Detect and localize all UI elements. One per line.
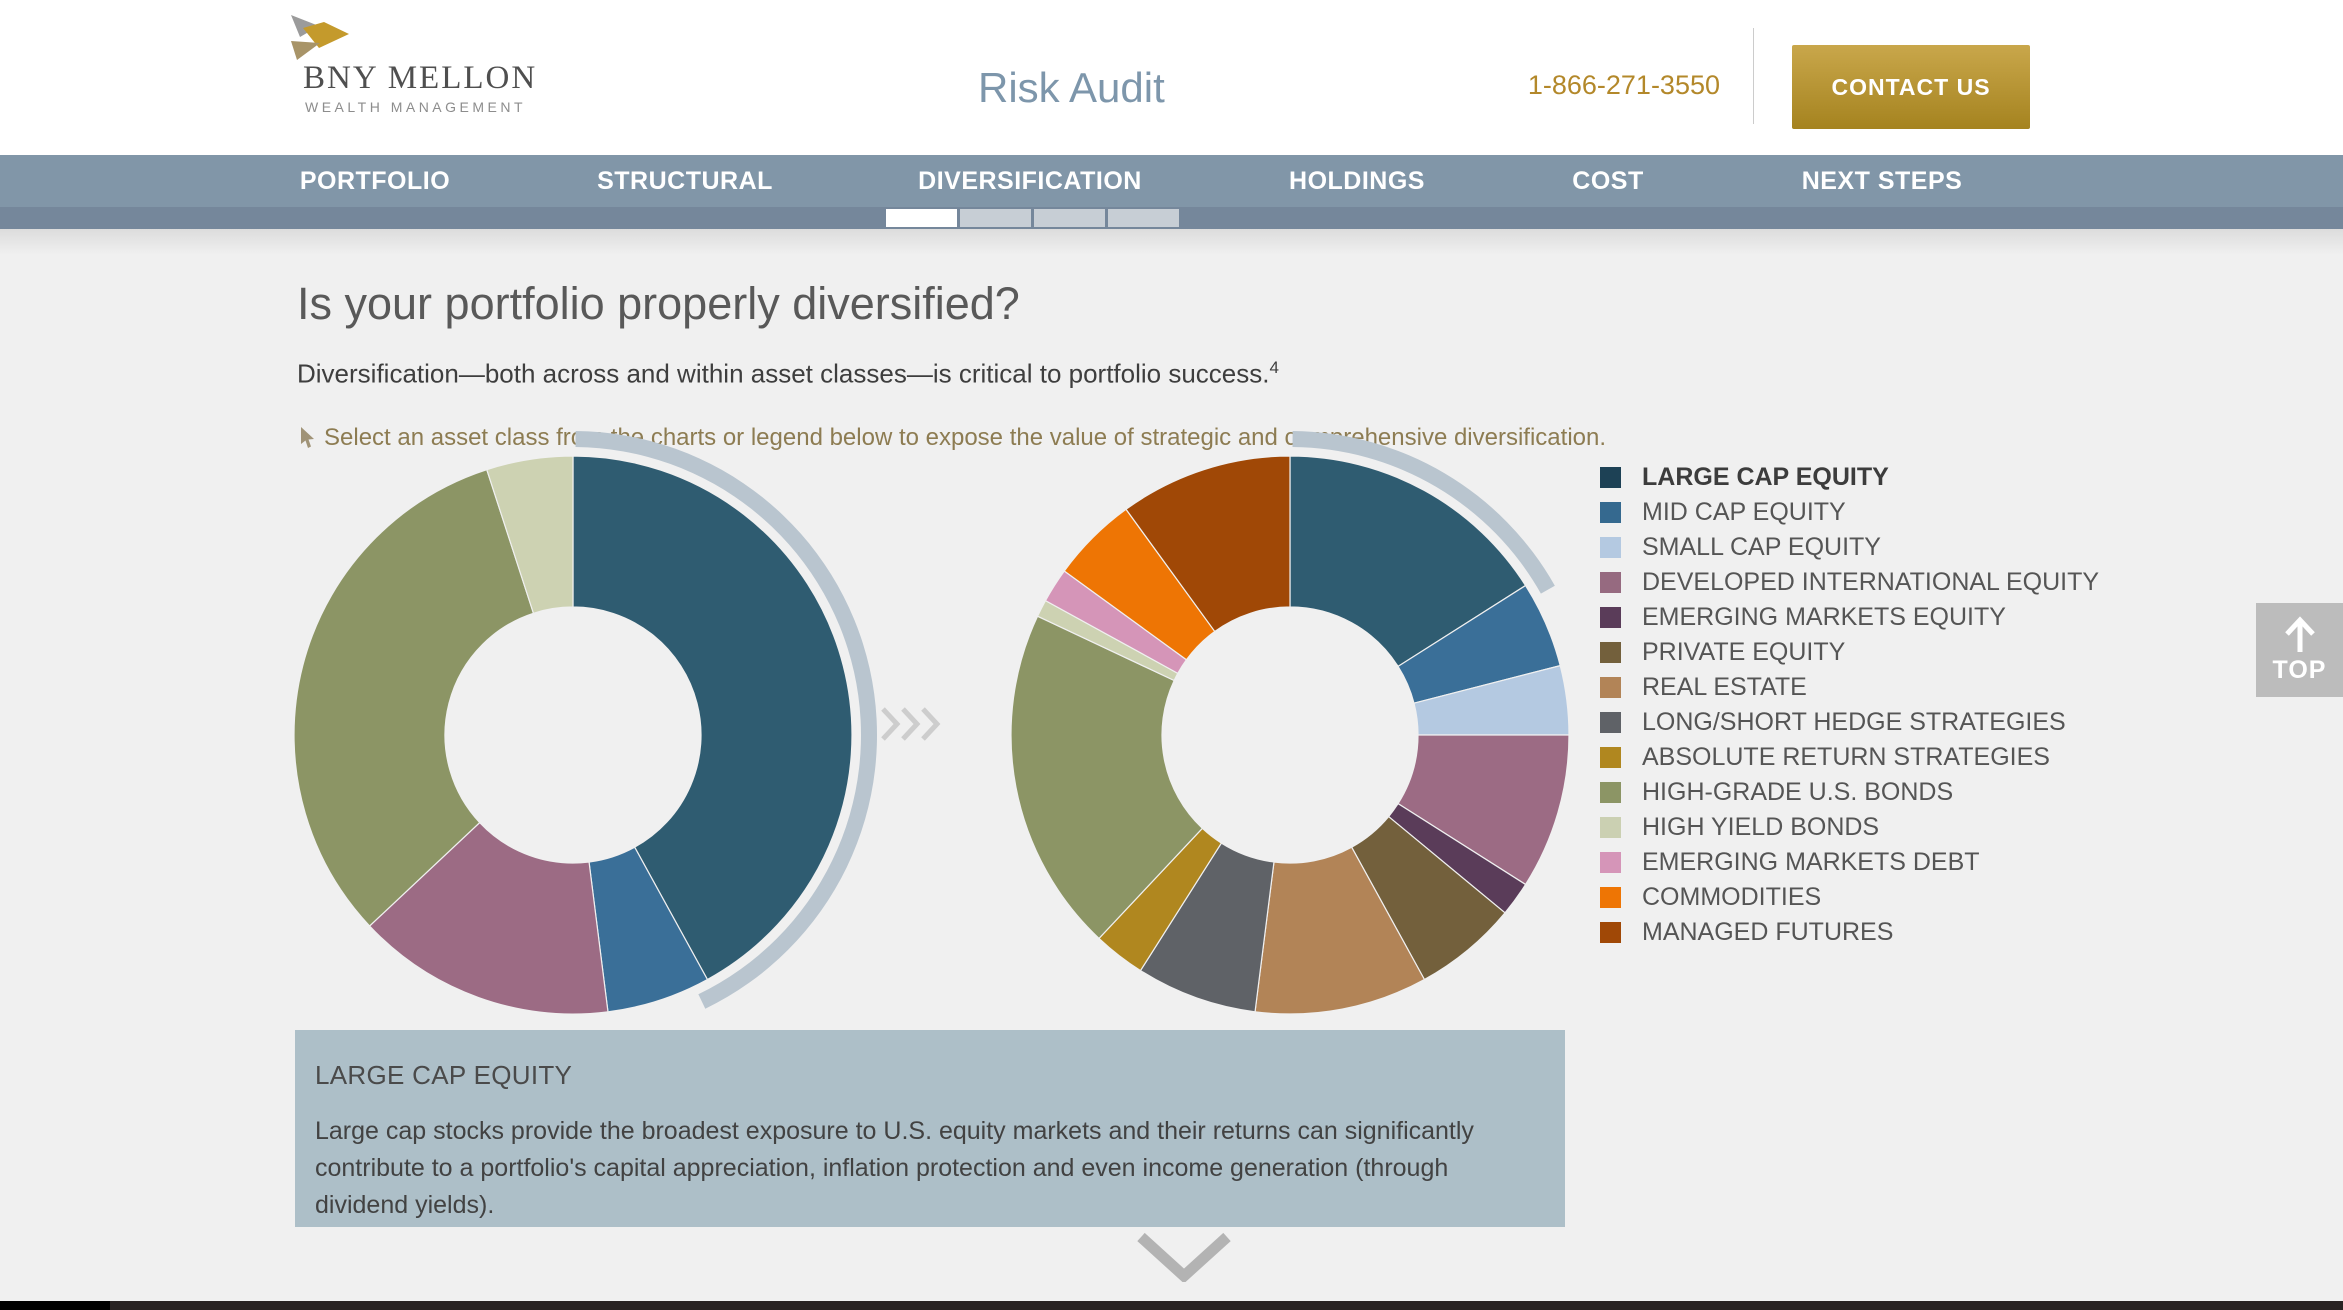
instruction-line[interactable]: Select an asset class from the charts or… [300,424,1606,452]
legend-swatch [1600,467,1621,488]
legend-label: HIGH YIELD BONDS [1642,813,1880,841]
info-box-body: Large cap stocks provide the broadest ex… [315,1117,1474,1219]
scroll-down-chevron-icon[interactable] [1136,1232,1232,1282]
legend-item-emerging-markets-debt[interactable]: EMERGING MARKETS DEBT [1600,845,2099,880]
legend-item-large-cap-equity[interactable]: LARGE CAP EQUITY [1600,460,2099,495]
strategic-portfolio-donut[interactable] [263,425,883,1045]
footnote-marker: 4 [1269,358,1279,377]
legend-label: SMALL CAP EQUITY [1642,533,1881,561]
legend-label: EMERGING MARKETS EQUITY [1642,603,2006,631]
legend-item-long-short-hedge-strategies[interactable]: LONG/SHORT HEDGE STRATEGIES [1600,705,2099,740]
legend-item-high-yield-bonds[interactable]: HIGH YIELD BONDS [1600,810,2099,845]
subheading-text: Diversification—both across and within a… [297,358,1270,389]
bny-mellon-logo-icon [291,15,349,60]
legend-label: MID CAP EQUITY [1642,498,1846,526]
nav-item-diversification[interactable]: DIVERSIFICATION [918,167,1142,195]
legend-swatch [1600,677,1621,698]
legend-label: REAL ESTATE [1642,673,1807,701]
legend-item-absolute-return-strategies[interactable]: ABSOLUTE RETURN STRATEGIES [1600,740,2099,775]
progress-segment-2 [960,209,1031,227]
nav-item-portfolio[interactable]: PORTFOLIO [299,167,451,195]
legend-item-commodities[interactable]: COMMODITIES [1600,880,2099,915]
legend-swatch [1600,712,1621,733]
nav-item-holdings[interactable]: HOLDINGS [1289,167,1425,195]
slice-high-yield-bonds[interactable] [486,455,574,615]
progress-segment-3 [1034,209,1105,227]
legend-label: PRIVATE EQUITY [1642,638,1846,666]
nav-item-structural[interactable]: STRUCTURAL [597,167,773,195]
nav-item-next-steps[interactable]: NEXT STEPS [1801,167,1963,195]
legend-swatch [1600,502,1621,523]
logo-subtext: WEALTH MANAGEMENT [305,99,527,115]
slice-large-cap-equity[interactable] [1289,455,1527,668]
progress-segment-1 [886,209,957,227]
logo-text: BNY MELLON [303,60,538,96]
legend-label: LARGE CAP EQUITY [1642,463,1889,491]
nav-item-cost[interactable]: COST [1572,167,1644,195]
legend-label: COMMODITIES [1642,883,1822,911]
slice-high-grade-u-s-bonds[interactable] [293,468,535,927]
arrow-up-icon [2284,615,2315,652]
progress-segment-4 [1108,209,1179,227]
slice-large-cap-equity[interactable] [572,455,853,981]
legend-label: ABSOLUTE RETURN STRATEGIES [1642,743,2050,771]
legend-item-developed-international-equity[interactable]: DEVELOPED INTERNATIONAL EQUITY [1600,565,2099,600]
legend-swatch [1600,537,1621,558]
slice-managed-futures[interactable] [1125,455,1291,633]
legend-label: MANAGED FUTURES [1642,918,1894,946]
legend-swatch [1600,642,1621,663]
legend-swatch [1600,887,1621,908]
section-subheading: Diversification—both across and within a… [297,358,1279,390]
legend-label: HIGH-GRADE U.S. BONDS [1642,778,1954,806]
section-heading: Is your portfolio properly diversified? [297,278,1020,329]
main-nav: PORTFOLIO STRUCTURAL DIVERSIFICATION HOL… [0,155,2343,207]
section-progress-strip [0,207,2343,229]
legend-item-private-equity[interactable]: PRIVATE EQUITY [1600,635,2099,670]
legend-item-mid-cap-equity[interactable]: MID CAP EQUITY [1600,495,2099,530]
legend-swatch [1600,572,1621,593]
header-divider [1753,28,1754,124]
back-to-top-button[interactable]: TOP [2256,603,2343,697]
diversified-portfolio-donut[interactable] [980,425,1600,1045]
nav-shadow [0,229,2343,255]
legend-item-emerging-markets-equity[interactable]: EMERGING MARKETS EQUITY [1600,600,2099,635]
info-box-title: LARGE CAP EQUITY [315,1060,573,1090]
top-button-label: TOP [2272,655,2327,684]
legend-swatch [1600,747,1621,768]
legend-item-high-grade-u-s-bonds[interactable]: HIGH-GRADE U.S. BONDS [1600,775,2099,810]
legend-item-small-cap-equity[interactable]: SMALL CAP EQUITY [1600,530,2099,565]
legend-swatch [1600,782,1621,803]
instruction-text: Select an asset class from the charts or… [324,424,1607,451]
legend-swatch [1600,817,1621,838]
pointer-icon [301,427,314,448]
legend-label: LONG/SHORT HEDGE STRATEGIES [1642,708,2066,736]
phone-number-link[interactable]: 1-866-271-3550 [1527,70,1720,100]
header: BNY MELLON WEALTH MANAGEMENT Risk Audit … [0,0,2343,155]
page-title: Risk Audit [978,64,1165,111]
legend: LARGE CAP EQUITY MID CAP EQUITY SMALL CAP … [1600,460,2099,950]
footer-edge-bar [0,1301,2343,1310]
legend-swatch [1600,922,1621,943]
selection-highlight-arc [1292,431,1555,594]
legend-label: DEVELOPED INTERNATIONAL EQUITY [1642,568,2100,596]
asset-class-info-box: LARGE CAP EQUITY Large cap stocks provid… [295,1030,1565,1227]
slice-high-grade-u-s-bonds[interactable] [1010,615,1204,940]
legend-item-real-estate[interactable]: REAL ESTATE [1600,670,2099,705]
legend-item-managed-futures[interactable]: MANAGED FUTURES [1600,915,2099,950]
legend-swatch [1600,852,1621,873]
transition-chevrons-icon [881,707,941,741]
legend-label: EMERGING MARKETS DEBT [1642,848,1980,876]
contact-us-button[interactable]: CONTACT US [1792,45,2030,129]
legend-swatch [1600,607,1621,628]
